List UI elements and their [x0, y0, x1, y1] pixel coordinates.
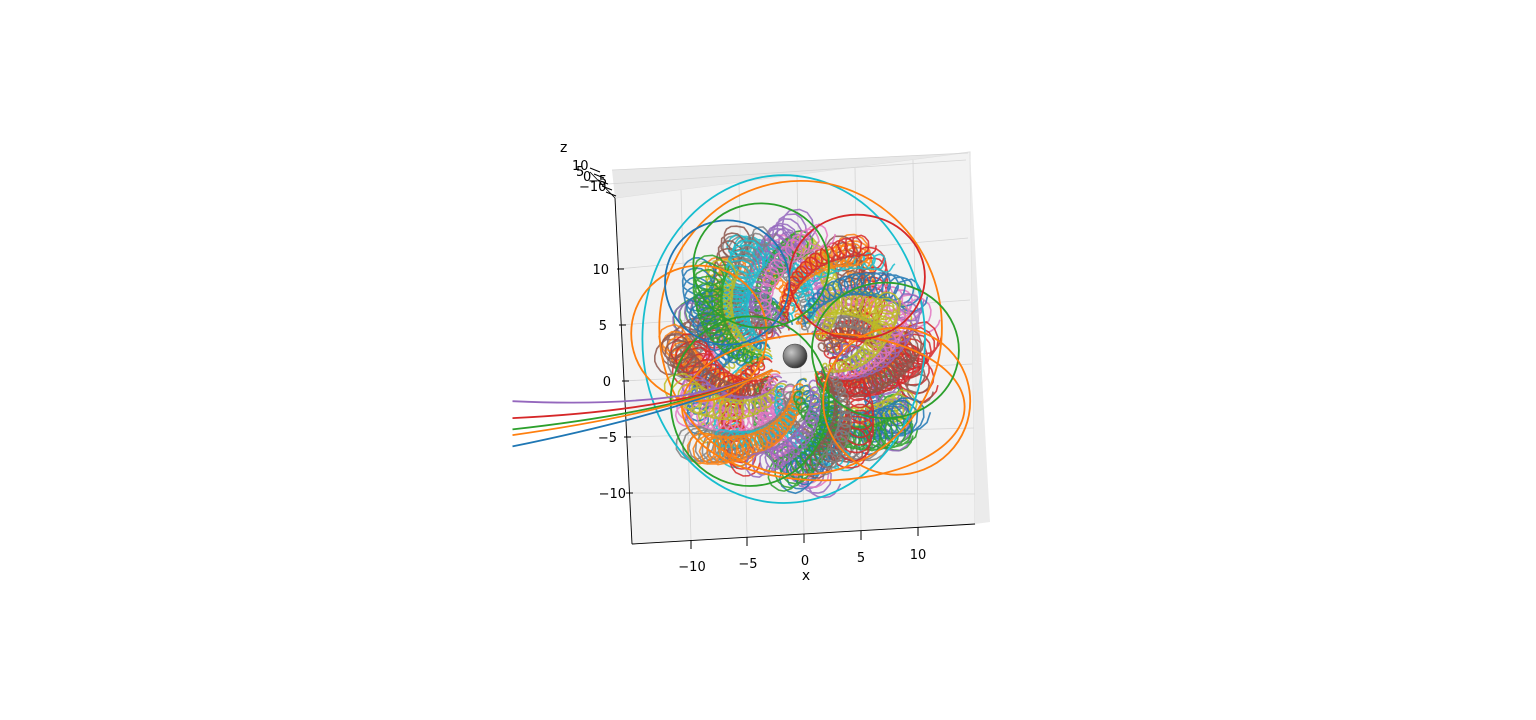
- x-tick-label: 5: [857, 551, 865, 566]
- x-tick-label: −10: [678, 560, 705, 575]
- x-tick-label: 0: [801, 554, 809, 569]
- central-body-sphere: [783, 344, 807, 368]
- z-tick-mark: [590, 168, 600, 172]
- x-axis-label: x: [802, 568, 810, 584]
- x-tick-label: 10: [910, 548, 927, 563]
- y-tick-label: 5: [599, 319, 607, 334]
- z-tick-label: −10: [579, 180, 606, 195]
- z-ticks: 10 5 0 −5 −10 z: [560, 140, 616, 196]
- y-tick-label: 10: [592, 263, 609, 278]
- y-tick-label: −5: [598, 431, 617, 446]
- y-tick-label: −10: [599, 487, 626, 502]
- x-tick-label: −5: [738, 557, 757, 572]
- y-tick-label: 0: [603, 375, 611, 390]
- z-axis-label: z: [560, 140, 567, 156]
